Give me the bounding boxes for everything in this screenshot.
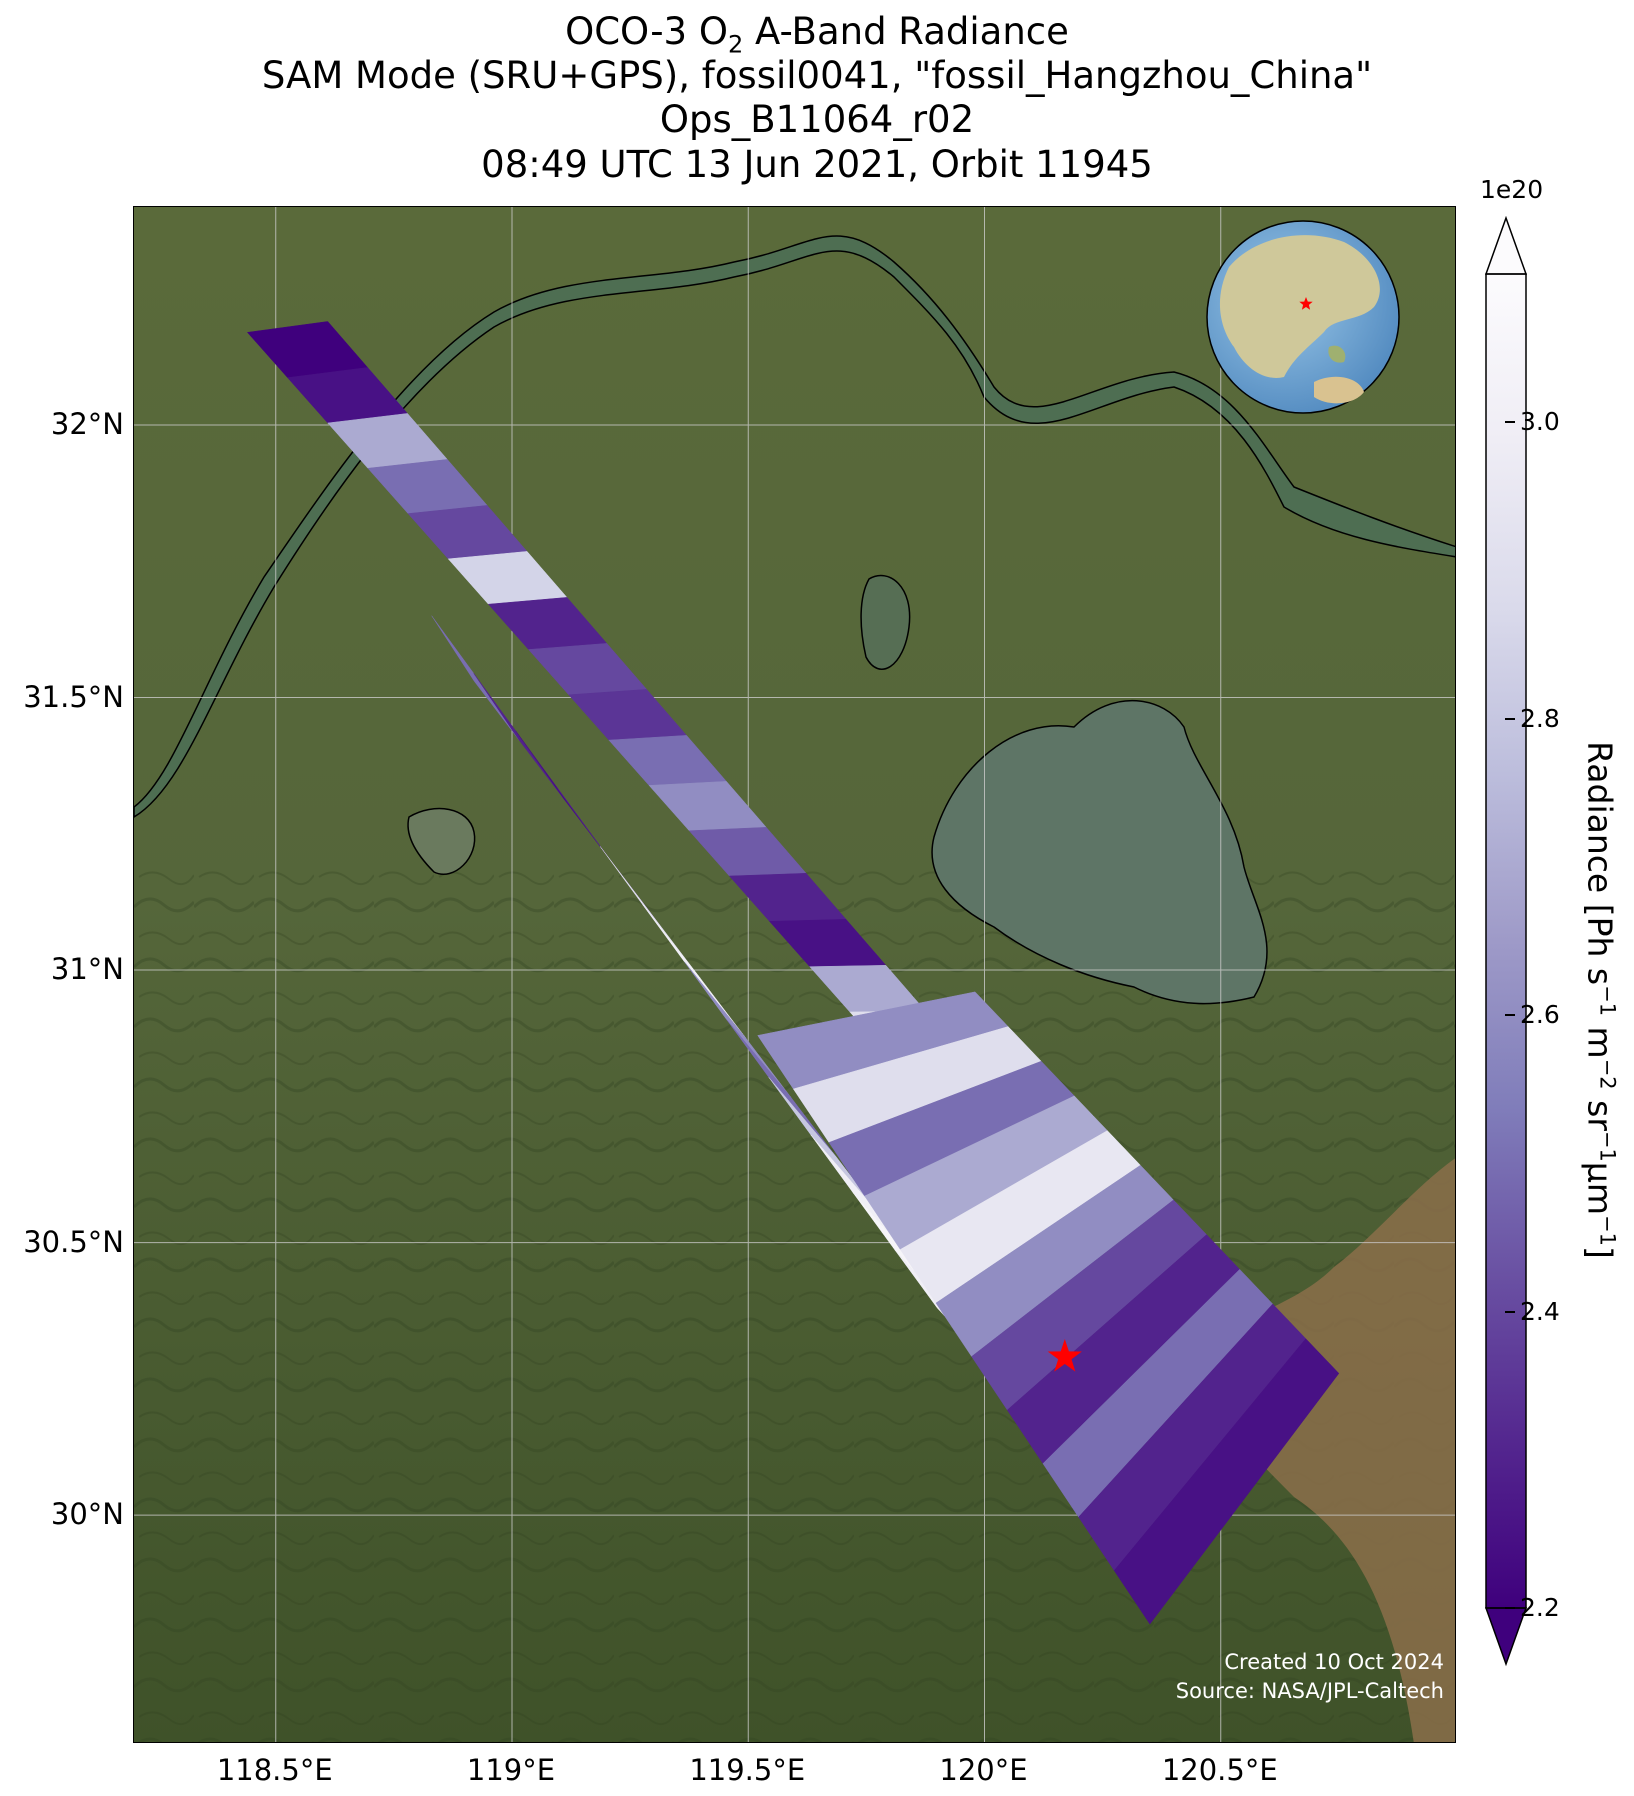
colorbar-tick-mark xyxy=(1505,1014,1515,1017)
colorbar-tick-label: 2.2 xyxy=(1520,1593,1560,1622)
colorbar-tick-label: 2.6 xyxy=(1520,1000,1560,1030)
globe-australia xyxy=(1314,376,1364,404)
credit-created: Created 10 Oct 2024 xyxy=(1224,1650,1444,1674)
taihu-lake xyxy=(931,700,1268,1005)
map-canvas[interactable] xyxy=(134,207,1456,1743)
y-tick-label: 32°N xyxy=(50,407,124,441)
colorbar-label: Radiance [Ph s−1 m−2 sr−1μm−1] xyxy=(1580,741,1620,1259)
x-tick-label: 118.5°E xyxy=(216,1753,333,1787)
map-panel[interactable] xyxy=(133,206,1456,1743)
colorbar-tick-mark xyxy=(1505,1607,1515,1609)
credit-text: Created 10 Oct 2024 Source: NASA/JPL-Cal… xyxy=(1176,1648,1444,1706)
credit-source: Source: NASA/JPL-Caltech xyxy=(1175,1679,1444,1703)
colorbar-tick-mark xyxy=(1505,421,1515,424)
lake-west xyxy=(407,807,476,875)
x-tick-label: 119°E xyxy=(466,1753,556,1787)
title-line-1: OCO-3 O2 A-Band Radiance xyxy=(565,10,1069,59)
globe-asia-landmass xyxy=(1219,235,1380,378)
y-tick-label: 30.5°N xyxy=(23,1224,124,1259)
colorbar-exponent: 1e20 xyxy=(1480,175,1544,204)
x-tick-label: 120.5°E xyxy=(1161,1753,1278,1787)
colorbar xyxy=(1484,216,1528,1667)
target-star-icon xyxy=(1047,1339,1082,1372)
title-line-2: SAM Mode (SRU+GPS), fossil0041, "fossil_… xyxy=(261,54,1373,97)
globe-target-star-icon xyxy=(1299,297,1313,310)
lake-northeast xyxy=(860,574,911,670)
locator-globe-icon xyxy=(1206,220,1400,414)
colorbar-tick-label: 2.8 xyxy=(1520,703,1560,733)
x-tick-label: 120°E xyxy=(939,1753,1028,1787)
sounding-swaths xyxy=(246,321,1340,1625)
x-tick-label: 119.5°E xyxy=(689,1753,806,1787)
colorbar-max-extension xyxy=(1484,216,1528,275)
colorbar-tick-label: 2.4 xyxy=(1520,1296,1560,1326)
y-tick-label: 31°N xyxy=(50,952,124,987)
colorbar-tick-label: 3.0 xyxy=(1520,407,1560,437)
colorbar-tick-mark xyxy=(1505,1310,1515,1313)
colorbar-tick-mark xyxy=(1505,717,1515,720)
globe-islands xyxy=(1328,345,1346,363)
title-line-3: Ops_B11064_r02 xyxy=(659,98,975,141)
yangtze-river xyxy=(134,235,1455,818)
y-tick-label: 30°N xyxy=(50,1497,124,1532)
swath-segment xyxy=(1113,1338,1340,1625)
title-line-4: 08:49 UTC 13 Jun 2021, Orbit 11945 xyxy=(481,143,1153,186)
hangzhou-bay xyxy=(1184,1158,1455,1742)
y-tick-label: 31.5°N xyxy=(23,679,124,714)
